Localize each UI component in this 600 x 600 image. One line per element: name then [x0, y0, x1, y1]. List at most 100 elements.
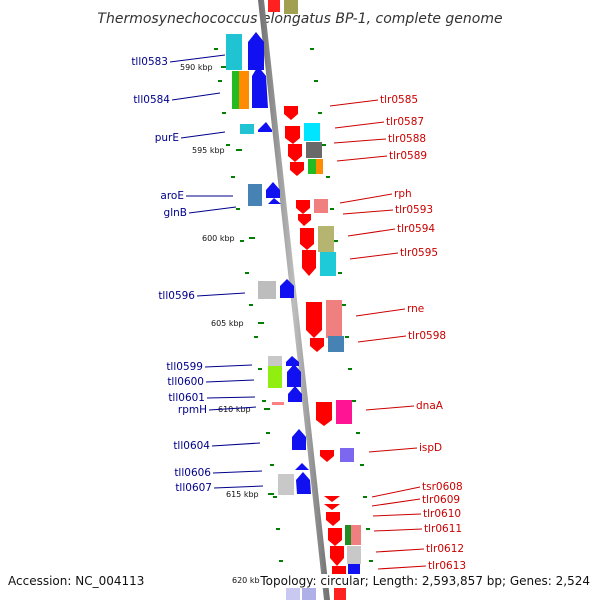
scale-label-595: 595 kbp [192, 146, 225, 155]
forward-strand-genes [226, 32, 311, 495]
gene-arrow-purE [258, 122, 272, 132]
gene-block-tll0596 [258, 281, 276, 299]
leader-lines-left [169, 54, 264, 489]
gene-label-ispD[interactable]: ispD [419, 442, 442, 454]
gene-block-tlr0587 [304, 123, 320, 141]
gene-block-tll0599 [268, 356, 282, 366]
genome-backbone [258, 0, 330, 600]
gene-label-tlr0593[interactable]: tlr0593 [395, 204, 433, 216]
gene-label-dnaA[interactable]: dnaA [416, 400, 444, 412]
gene-block-tlr0612 [347, 546, 361, 564]
gene-block-tlr0613 [348, 564, 360, 574]
gene-arrow-tll0606 [295, 463, 309, 470]
gene-block-purE [240, 124, 254, 134]
gene-block-bottom-periwinkle [302, 586, 316, 600]
gene-arrow-tll0600 [287, 364, 301, 387]
gene-arrow-glnB [268, 198, 281, 204]
gene-label-tsr0608[interactable]: tsr0608 [422, 481, 463, 493]
gene-label-tlr0610[interactable]: tlr0610 [423, 508, 461, 520]
tick-track-right [310, 48, 373, 562]
gene-arrow-tlr0595 [302, 250, 316, 276]
reverse-strand-genes [268, 0, 361, 600]
gene-block-tlr0611-green [345, 525, 351, 545]
gene-block-bottom-red [334, 586, 346, 600]
gene-arrow-tll0601 [288, 386, 302, 402]
tick-track-left [214, 48, 283, 562]
gene-label-tll0600[interactable]: tll0600 [167, 376, 204, 388]
gene-arrow-tll0596 [280, 279, 294, 298]
gene-label-tlr0585[interactable]: tlr0585 [380, 94, 418, 106]
gene-label-rne[interactable]: rne [407, 303, 424, 315]
gene-block-rpmH [272, 402, 284, 405]
gene-arrow-rne [306, 302, 322, 338]
gene-block-tll0583-cyan [226, 34, 242, 70]
gene-label-rph[interactable]: rph [394, 188, 412, 200]
gene-arrow-tlr0609 [324, 504, 340, 510]
gene-block-tlr0595 [320, 252, 336, 276]
gene-label-tlr0609[interactable]: tlr0609 [422, 494, 460, 506]
gene-block-top-red [268, 0, 280, 12]
gene-arrow-tlr0589 [290, 162, 304, 176]
gene-label-tlr0598[interactable]: tlr0598 [408, 330, 446, 342]
gene-label-tlr0594[interactable]: tlr0594 [397, 223, 435, 235]
topology-text: Topology: circular; Length: 2,593,857 bp… [260, 574, 590, 588]
gene-arrow-rph [296, 200, 310, 214]
gene-block-ispD [340, 448, 354, 462]
gene-arrow-tlr0598 [310, 338, 324, 352]
accession-text: Accession: NC_004113 [8, 574, 145, 588]
gene-label-tll0584[interactable]: tll0584 [133, 94, 170, 106]
gene-block-aroE [248, 184, 262, 206]
gene-label-rpmH[interactable]: rpmH [178, 404, 207, 416]
gene-label-tll0601[interactable]: tll0601 [168, 392, 205, 404]
gene-label-tll0606[interactable]: tll0606 [174, 467, 211, 479]
gene-label-tlr0587[interactable]: tlr0587 [386, 116, 424, 128]
map-title: Thermosynechococcus elongatus BP-1, comp… [97, 11, 502, 27]
gene-label-tlr0612[interactable]: tlr0612 [426, 543, 464, 555]
gene-arrow-tlr0588 [288, 144, 302, 162]
gene-arrow-tlr0593 [298, 214, 311, 226]
gene-arrow-dnaA [316, 402, 332, 426]
gene-block-rne [326, 300, 342, 338]
scale-label-615: 615 kbp [226, 490, 259, 499]
gene-block-rph [314, 199, 328, 213]
scale-label-620: 620 kbp [232, 576, 265, 585]
gene-block-tlr0589-green [308, 159, 316, 174]
gene-arrow-aroE [266, 182, 280, 198]
gene-block-tll0584-orange [239, 71, 249, 109]
scale-label-610: 610 kbp [218, 405, 251, 414]
scale-label-605: 605 kbp [211, 319, 244, 328]
gene-block-bottom-lavender [286, 586, 300, 600]
gene-block-tll0600 [268, 366, 282, 388]
gene-block-top-olive [284, 0, 298, 14]
gene-label-tll0604[interactable]: tll0604 [173, 440, 210, 452]
gene-label-tll0599[interactable]: tll0599 [166, 361, 203, 373]
gene-label-tlr0589[interactable]: tlr0589 [389, 150, 427, 162]
gene-arrow-tlr0585 [284, 106, 298, 120]
gene-arrow-tll0584 [252, 66, 268, 108]
gene-label-tlr0588[interactable]: tlr0588 [388, 133, 426, 145]
gene-label-aroE[interactable]: aroE [160, 190, 184, 202]
gene-arrow-tlr0610 [326, 512, 340, 526]
gene-label-glnB[interactable]: glnB [164, 207, 187, 219]
gene-arrow-tll0583 [248, 32, 264, 70]
gene-label-purE[interactable]: purE [155, 132, 179, 144]
gene-label-tlr0595[interactable]: tlr0595 [400, 247, 438, 259]
gene-arrow-tlr0612 [330, 546, 344, 566]
gene-block-tll0607 [278, 474, 294, 495]
gene-block-tlr0594 [318, 226, 334, 252]
gene-label-tll0583[interactable]: tll0583 [131, 56, 168, 68]
gene-label-tlr0613[interactable]: tlr0613 [428, 560, 466, 572]
gene-arrow-tlr0587 [285, 126, 300, 144]
gene-arrow-tsr0608 [324, 496, 340, 502]
gene-block-tll0584-green [232, 71, 239, 109]
gene-block-tlr0611-pink [351, 525, 361, 545]
gene-arrow-tll0599 [286, 356, 299, 366]
gene-arrow-ispD [320, 450, 334, 462]
gene-label-tll0596[interactable]: tll0596 [158, 290, 195, 302]
gene-block-tlr0588 [306, 142, 322, 158]
gene-label-tlr0611[interactable]: tlr0611 [424, 523, 462, 535]
scale-label-600: 600 kbp [202, 234, 235, 243]
gene-block-tlr0598 [328, 336, 344, 352]
gene-label-tll0607[interactable]: tll0607 [175, 482, 212, 494]
